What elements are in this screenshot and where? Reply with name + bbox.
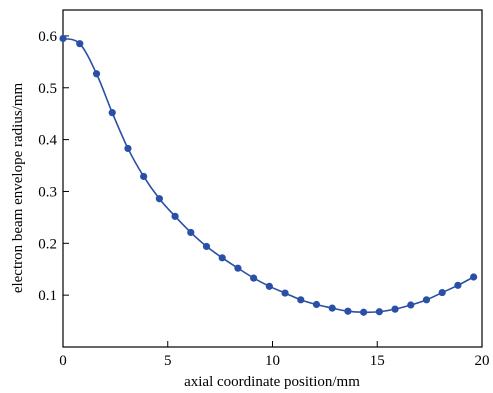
- data-point: [281, 289, 289, 297]
- x-tick-label: 15: [370, 353, 385, 369]
- axes: 0 5 10 15 20 0.1 0.2 0.3 0.4 0.5 0.6: [38, 9, 490, 369]
- data-point: [407, 301, 415, 309]
- series-line: [62, 37, 474, 314]
- data-point: [328, 304, 336, 312]
- x-tick-label: 5: [164, 353, 172, 369]
- data-point: [187, 228, 195, 237]
- data-point: [108, 109, 116, 117]
- data-point: [92, 70, 101, 78]
- data-point: [202, 242, 211, 251]
- y-axis-label: electron beam envelope radius/mm: [10, 83, 26, 294]
- data-point: [375, 308, 383, 316]
- data-point: [76, 40, 84, 48]
- data-point: [155, 195, 163, 203]
- plot-frame: [62, 9, 483, 348]
- data-point: [422, 296, 431, 304]
- data-point: [470, 273, 478, 281]
- data-point: [265, 282, 273, 290]
- data-point: [312, 300, 321, 309]
- data-point: [360, 308, 368, 316]
- x-tick-label: 20: [475, 353, 490, 369]
- series-layer: [59, 34, 478, 316]
- data-point: [250, 274, 258, 282]
- data-point: [454, 281, 462, 289]
- y-tick-label: 0.2: [38, 236, 57, 252]
- data-point: [140, 172, 148, 181]
- data-point: [171, 212, 179, 220]
- data-point: [218, 254, 226, 262]
- y-tick-label: 0.1: [38, 288, 57, 304]
- data-point: [124, 144, 132, 153]
- data-point: [297, 296, 305, 304]
- data-point: [344, 307, 352, 315]
- x-tick-label: 10: [265, 353, 280, 369]
- y-tick-label: 0.3: [38, 184, 57, 200]
- y-tick-label: 0.6: [38, 29, 57, 45]
- y-tick-label: 0.4: [38, 133, 57, 149]
- data-point: [59, 34, 67, 43]
- y-tick-label: 0.5: [38, 81, 57, 97]
- data-point: [234, 264, 242, 272]
- x-tick-label: 0: [59, 353, 67, 369]
- data-point: [391, 305, 399, 313]
- x-axis-label: axial coordinate position/mm: [184, 374, 360, 390]
- data-point: [438, 288, 446, 297]
